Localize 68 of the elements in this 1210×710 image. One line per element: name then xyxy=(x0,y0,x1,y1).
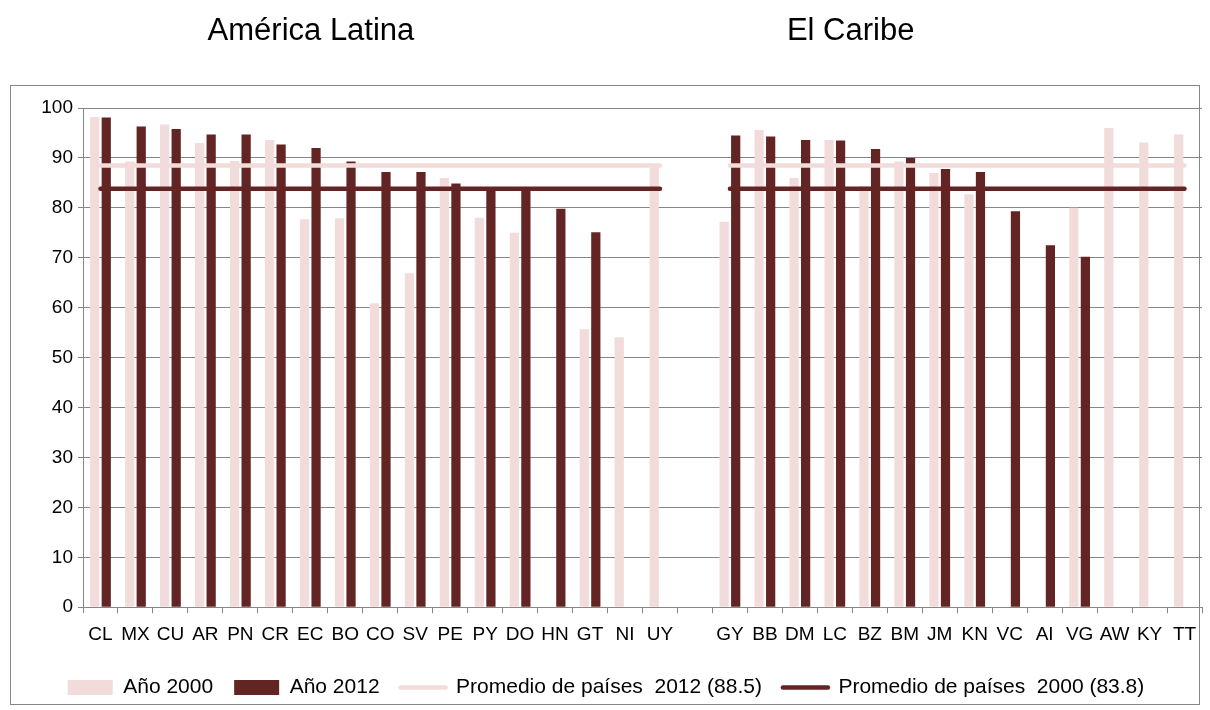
legend-label: Promedio de países 2000 (83.8) xyxy=(838,674,1145,698)
bar xyxy=(439,177,450,607)
x-tick-label: AI xyxy=(1035,622,1054,644)
bar xyxy=(404,273,415,607)
x-tick-label: DM xyxy=(785,622,815,644)
bar xyxy=(334,218,345,607)
bar xyxy=(1080,256,1090,607)
x-tick-label: NI xyxy=(615,622,635,644)
x-tick-label: PE xyxy=(437,622,463,644)
bar xyxy=(859,185,869,607)
x-tick-label: SV xyxy=(402,622,429,644)
x-tick-label: AW xyxy=(1099,622,1130,644)
bar xyxy=(556,208,566,607)
bar xyxy=(719,221,729,607)
x-tick-label: HN xyxy=(541,622,569,644)
y-tick-label: 80 xyxy=(51,196,73,218)
bar xyxy=(929,172,939,607)
y-tick-label: 30 xyxy=(51,445,73,467)
x-tick-label: GY xyxy=(716,622,744,644)
x-tick-label: LC xyxy=(822,622,847,644)
x-tick-label: CR xyxy=(261,622,290,644)
bar xyxy=(299,219,310,607)
y-tick-label: 10 xyxy=(51,545,73,567)
x-tick-label: AR xyxy=(192,622,219,644)
x-tick-label: CU xyxy=(156,622,185,644)
y-tick-label: 90 xyxy=(51,146,73,168)
x-tick-label: BM xyxy=(890,622,920,644)
legend-label: Promedio de países 2012 (88.5) xyxy=(456,674,762,698)
bar xyxy=(1069,207,1079,607)
x-tick-label: VC xyxy=(996,622,1023,644)
x-tick-label: KY xyxy=(1136,622,1163,644)
y-tick-label: 70 xyxy=(51,245,73,267)
x-tick-label: DO xyxy=(505,622,535,644)
y-tick-label: 0 xyxy=(62,595,73,617)
bar xyxy=(579,329,589,607)
x-tick-label: BO xyxy=(331,622,359,644)
x-tick-label: GT xyxy=(576,622,604,644)
text: El Caribe xyxy=(786,12,915,48)
bar xyxy=(1045,245,1056,607)
legend-label: Año 2012 xyxy=(289,674,380,698)
x-tick-label: UY xyxy=(646,622,674,644)
y-tick-label: 60 xyxy=(51,295,73,317)
y-tick-label: 100 xyxy=(41,96,73,118)
bar xyxy=(591,232,601,607)
x-tick-label: CO xyxy=(365,622,395,644)
bar xyxy=(964,194,974,607)
x-tick-label: BB xyxy=(752,622,778,644)
x-tick-label: MX xyxy=(121,622,151,644)
x-tick-label: PN xyxy=(227,622,254,644)
x-tick-label: JM xyxy=(927,622,953,644)
x-tick-label: PY xyxy=(472,622,499,644)
x-tick-label: VG xyxy=(1065,622,1094,644)
bar xyxy=(789,177,799,607)
bar xyxy=(1010,211,1021,607)
x-tick-label: EC xyxy=(297,622,324,644)
y-tick-label: 40 xyxy=(51,395,73,417)
x-tick-label: TT xyxy=(1172,622,1197,644)
bar xyxy=(509,232,519,607)
text: América Latina xyxy=(207,12,415,48)
legend-label: Año 2000 xyxy=(123,674,214,698)
x-tick-label: BZ xyxy=(857,622,883,644)
y-tick-label: 20 xyxy=(51,495,73,517)
x-tick-label: KN xyxy=(961,622,988,644)
x-tick-label: CL xyxy=(88,622,113,644)
bar xyxy=(369,303,380,607)
bar xyxy=(614,337,624,607)
y-tick-label: 50 xyxy=(51,345,73,367)
bar xyxy=(474,217,484,607)
